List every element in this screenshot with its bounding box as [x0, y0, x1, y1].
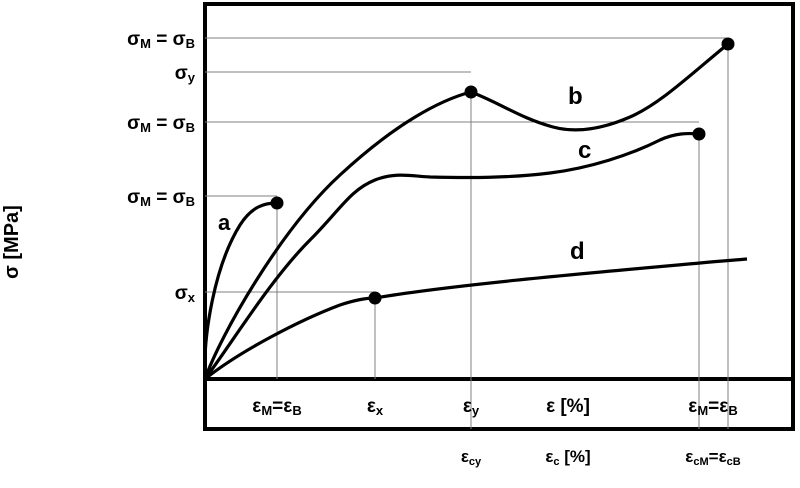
svg-text:εcy: εcy [461, 447, 482, 468]
svg-text:d: d [570, 238, 585, 265]
svg-text:εcM=εcB: εcM=εcB [685, 447, 740, 468]
svg-text:εM=εB: εM=εB [252, 396, 301, 418]
svg-text:εM=εB: εM=εB [688, 396, 737, 418]
svg-text:b: b [568, 83, 583, 110]
svg-text:σM = σB: σM = σB [127, 113, 195, 135]
svg-text:σy: σy [175, 63, 196, 85]
svg-text:σM = σB: σM = σB [127, 29, 195, 51]
svg-text:εc [%]: εc [%] [545, 447, 590, 468]
svg-text:a: a [218, 210, 231, 235]
svg-text:ε [%]: ε [%] [546, 396, 590, 417]
svg-text:c: c [578, 137, 591, 164]
svg-text:σM = σB: σM = σB [127, 187, 195, 209]
svg-text:εy: εy [463, 396, 480, 418]
svg-text:σ [MPa]: σ [MPa] [1, 205, 23, 279]
svg-text:εx: εx [367, 396, 384, 418]
svg-text:σx: σx [175, 283, 196, 305]
